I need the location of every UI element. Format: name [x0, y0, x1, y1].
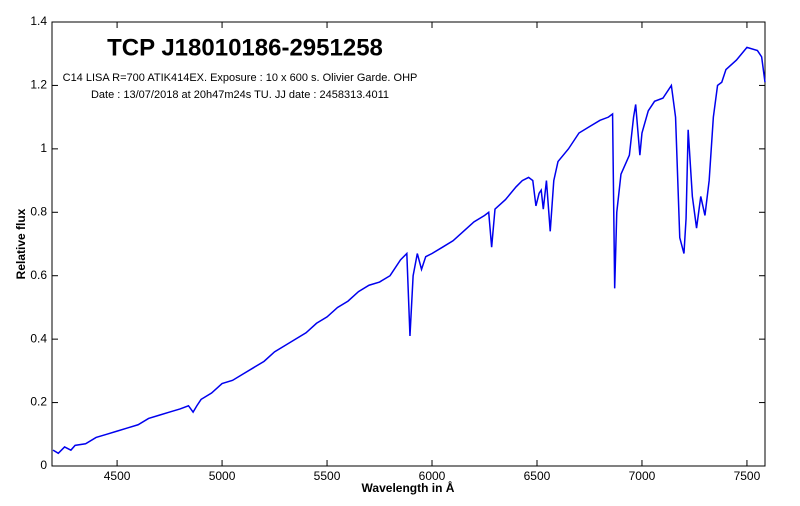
plot-frame: [51, 21, 766, 467]
y-tick-label: 0.4: [30, 331, 47, 345]
x-tick-label: 6000: [419, 469, 446, 483]
x-axis-label: Wavelength in Å: [362, 480, 455, 495]
x-tick-label: 7500: [734, 469, 761, 483]
annotation: Date : 13/07/2018 at 20h47m24s TU. JJ da…: [91, 89, 389, 101]
spectrum-line: [52, 46, 766, 455]
y-tick-label: 1: [40, 141, 47, 155]
y-tick-label: 0.2: [30, 395, 47, 409]
annotation: C14 LISA R=700 ATIK414EX. Exposure : 10 …: [63, 72, 418, 84]
y-axis-label: Relative flux: [14, 208, 28, 279]
x-tick-label: 4500: [104, 469, 131, 483]
x-tick-label: 5500: [314, 469, 341, 483]
y-tick-label: 1.4: [30, 14, 47, 28]
x-tick-label: 5000: [209, 469, 236, 483]
y-tick-label: 0.6: [30, 268, 47, 282]
x-tick-label: 6500: [524, 469, 551, 483]
chart-title: TCP J18010186-2951258: [107, 34, 383, 61]
x-tick-label: 7000: [629, 469, 656, 483]
y-tick-label: 1.2: [30, 78, 47, 92]
y-tick-label: 0: [40, 458, 47, 472]
y-tick-label: 0.8: [30, 204, 47, 218]
